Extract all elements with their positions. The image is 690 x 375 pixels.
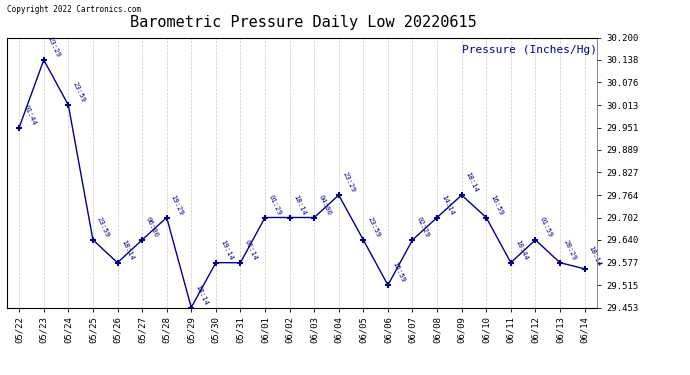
Text: 18:14: 18:14	[121, 239, 135, 261]
Text: 18:14: 18:14	[464, 171, 480, 194]
Text: 18:14: 18:14	[587, 245, 602, 267]
Text: 16:59: 16:59	[489, 194, 504, 216]
Text: 01:14: 01:14	[244, 239, 258, 261]
Text: 23:59: 23:59	[366, 216, 381, 238]
Text: 23:59: 23:59	[96, 216, 110, 238]
Text: 01:29: 01:29	[268, 194, 283, 216]
Text: 01:44: 01:44	[22, 104, 37, 126]
Text: 15:59: 15:59	[391, 261, 406, 284]
Text: 06:00: 06:00	[145, 216, 159, 238]
Text: Barometric Pressure Daily Low 20220615: Barometric Pressure Daily Low 20220615	[130, 15, 477, 30]
Text: 02:29: 02:29	[415, 216, 430, 238]
Text: 18:14: 18:14	[293, 194, 307, 216]
Text: 23:29: 23:29	[47, 36, 61, 58]
Text: 04:00: 04:00	[317, 194, 332, 216]
Text: 10:44: 10:44	[514, 239, 529, 261]
Text: 19:14: 19:14	[219, 239, 233, 261]
Text: 23:59: 23:59	[71, 81, 86, 104]
Text: 23:29: 23:29	[342, 171, 356, 194]
Text: 20:29: 20:29	[563, 239, 578, 261]
Text: 18:14: 18:14	[194, 284, 209, 306]
Text: 14:14: 14:14	[440, 194, 455, 216]
Text: 01:59: 01:59	[538, 216, 553, 238]
Text: Copyright 2022 Cartronics.com: Copyright 2022 Cartronics.com	[7, 5, 141, 14]
Text: 19:29: 19:29	[170, 194, 184, 216]
Text: Pressure (Inches/Hg): Pressure (Inches/Hg)	[462, 45, 597, 55]
